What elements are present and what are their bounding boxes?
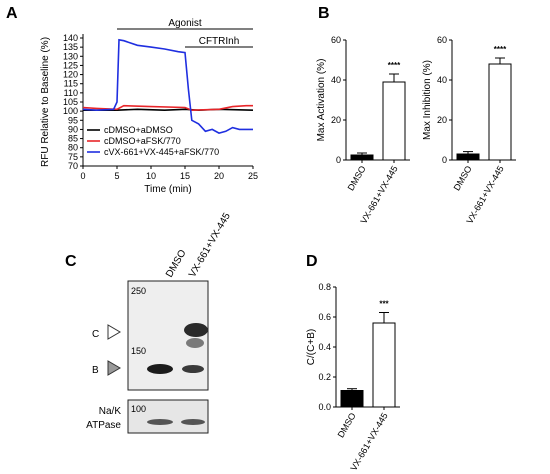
y-tick-label: 120 [63,70,78,80]
x-tick-label: DMSO [346,164,368,192]
legend-label-1: cDMSO+aFSK/770 [104,136,181,146]
y-tick-label: 0.6 [318,312,331,322]
y-axis-label: Max Activation (%) [316,59,327,142]
panel-d-bar-chart: 0.00.20.40.60.8C/(C+B)DMSO***VX-661+VX-4… [306,282,400,473]
marker-150: 150 [131,346,146,356]
panel-c-western-blot: 250 150 100 DMSO VX-661+VX-445 C B Na/K … [86,211,233,434]
band-label-c: C [92,329,99,340]
band-b-arrow-icon [107,360,121,376]
x-tick-label: DMSO [336,411,358,439]
y-tick-label: 0 [442,155,447,165]
bar-1 [372,322,396,408]
band-b-lane1 [147,364,173,374]
annotation-label-1: CFTRInh [199,36,240,47]
band-b-lane2 [182,365,204,373]
y-tick-label: 95 [68,115,78,125]
y-tick-label: 0 [336,155,341,165]
x-tick-label: 0 [80,171,85,181]
loading-label-line1: Na/K [99,406,122,417]
legend-label-2: cVX-661+VX-445+aFSK/770 [104,147,219,157]
lane-label-vx: VX-661+VX-445 [187,211,233,280]
blot-loading-control-image [127,399,209,434]
x-tick-label: 5 [114,171,119,181]
y-tick-label: 0.2 [318,372,331,382]
y-tick-label: 40 [437,75,447,85]
significance-label-1: **** [388,61,401,70]
y-tick-label: 20 [437,115,447,125]
y-tick-label: 135 [63,42,78,52]
panel-label-a: A [6,5,18,22]
y-tick-label: 20 [331,115,341,125]
y-tick-label: 70 [68,161,78,171]
bar-1 [382,81,406,161]
loading-label-line2: ATPase [86,420,121,431]
y-tick-label: 140 [63,33,78,43]
y-tick-label: 0.8 [318,282,331,292]
y-tick-label: 60 [437,35,447,45]
lane-label-dmso: DMSO [164,248,189,280]
panel-label-c: C [65,253,77,270]
marker-250: 250 [131,286,146,296]
bar-0 [456,153,480,161]
y-axis-label: C/(C+B) [306,329,317,365]
y-axis-label: RFU Relative to Baseline (%) [40,37,51,167]
y-tick-label: 130 [63,51,78,61]
marker-100: 100 [131,404,146,414]
panel-label-b: B [318,5,330,22]
y-axis-label: Max Inhibition (%) [422,60,433,140]
x-tick-label: 20 [214,171,224,181]
y-tick-label: 105 [63,97,78,107]
band-c-smear-lane2 [186,338,204,348]
x-tick-label: 25 [248,171,258,181]
series-line-2 [82,38,253,134]
annotation-label-0: Agonist [168,18,202,29]
band-c-arrow-icon [107,324,121,340]
y-tick-label: 60 [331,35,341,45]
x-tick-label: 15 [180,171,190,181]
panel-a-line-chart: 7075808590951001051101151201251301351400… [40,18,258,195]
band-atpase-lane1 [147,419,173,425]
bar-1 [488,63,512,161]
band-c-lane2 [184,323,208,337]
y-tick-label: 80 [68,143,78,153]
y-tick-label: 75 [68,152,78,162]
y-tick-label: 110 [64,88,78,98]
bar-0 [340,390,364,408]
panel-label-d: D [306,253,318,270]
y-tick-label: 0.4 [318,342,331,352]
significance-label-1: **** [494,45,507,54]
y-tick-label: 90 [68,124,78,134]
bar-0 [350,154,374,161]
y-tick-label: 115 [64,79,78,89]
y-tick-label: 40 [331,75,341,85]
band-atpase-lane2 [181,419,205,425]
significance-label-1: *** [379,300,389,309]
band-label-b: B [92,365,99,376]
x-tick-label: 10 [146,171,156,181]
x-tick-label: DMSO [452,164,474,192]
y-tick-label: 0.0 [318,402,331,412]
legend-label-0: cDMSO+aDMSO [104,125,173,135]
y-tick-label: 100 [63,106,78,116]
y-tick-label: 125 [63,60,78,70]
x-axis-label: Time (min) [144,184,191,195]
y-tick-label: 85 [68,134,78,144]
